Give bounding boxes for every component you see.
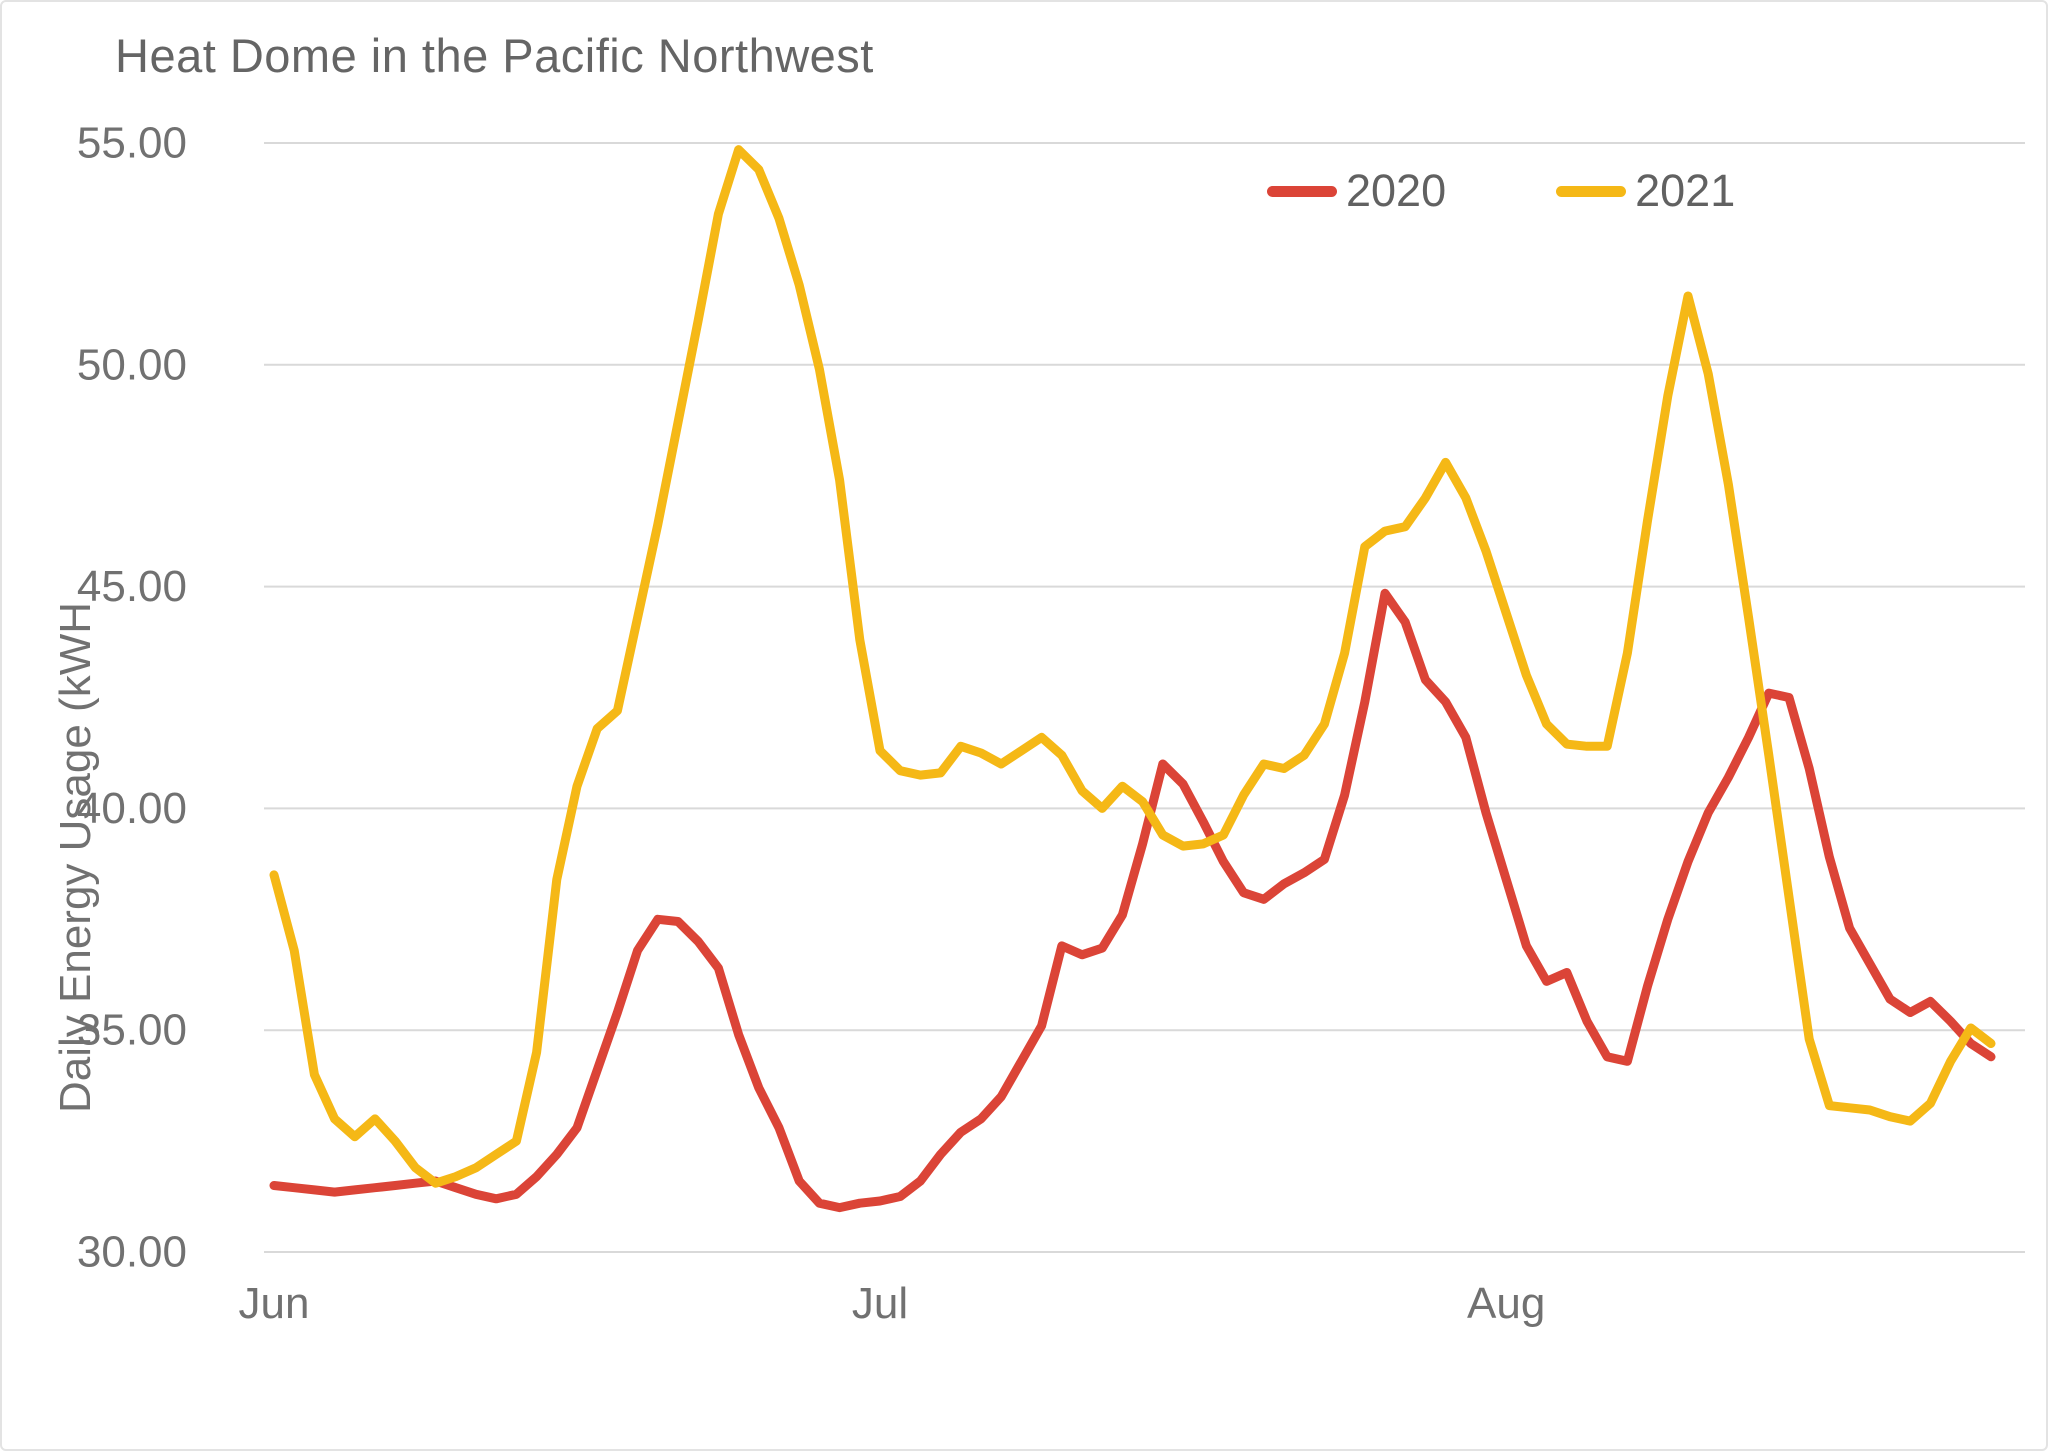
legend-swatch-2020-icon [1267,185,1337,197]
x-tick-label: Aug [1467,1279,1545,1328]
x-tick-label: Jul [852,1279,908,1328]
chart-title: Heat Dome in the Pacific Northwest [115,29,874,82]
legend-item-2020[interactable]: 2020 [1267,165,1446,217]
y-tick-label: 35.00 [77,1006,187,1055]
legend-swatch-2021-icon [1556,185,1627,197]
legend-label-2020: 2020 [1346,165,1447,216]
y-tick-label: 45.00 [77,562,187,611]
legend: 2020 2021 [1267,165,1735,217]
y-axis-title: Daily Energy Usage (kWH [51,602,100,1113]
y-tick-label: 30.00 [77,1228,187,1277]
legend-item-2021[interactable]: 2021 [1556,165,1735,217]
series-2021-line [269,145,1996,1188]
y-tick-label: 50.00 [77,340,187,389]
x-tick-label: Jun [239,1279,310,1328]
legend-label-2021: 2021 [1635,165,1736,216]
y-tick-label: 40.00 [77,784,187,833]
y-tick-label: 55.00 [77,119,187,168]
series-2020-line [269,588,1996,1213]
